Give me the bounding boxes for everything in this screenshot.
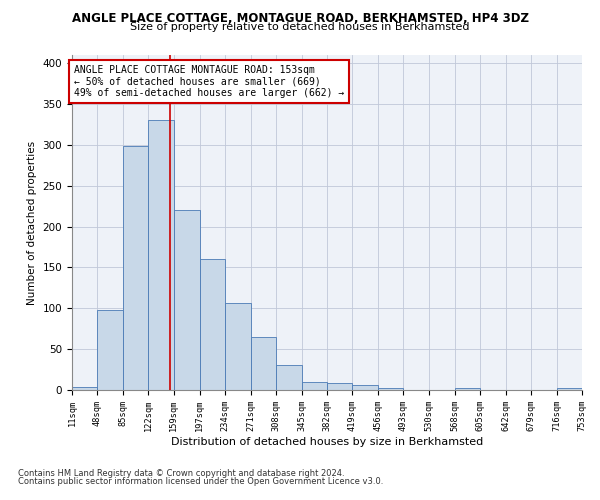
Bar [148, 120, 174, 390]
Bar [72, 386, 97, 390]
Bar [352, 385, 378, 390]
Text: Contains HM Land Registry data © Crown copyright and database right 2024.: Contains HM Land Registry data © Crown c… [18, 468, 344, 477]
Bar [276, 364, 302, 390]
Bar [200, 260, 225, 390]
Bar [455, 388, 480, 390]
Bar [327, 382, 352, 390]
Bar [225, 304, 251, 390]
Bar [97, 310, 123, 390]
Text: ANGLE PLACE COTTAGE MONTAGUE ROAD: 153sqm
← 50% of detached houses are smaller (: ANGLE PLACE COTTAGE MONTAGUE ROAD: 153sq… [74, 65, 344, 98]
Text: Contains public sector information licensed under the Open Government Licence v3: Contains public sector information licen… [18, 477, 383, 486]
Bar [557, 388, 582, 390]
X-axis label: Distribution of detached houses by size in Berkhamsted: Distribution of detached houses by size … [171, 437, 483, 447]
Bar [174, 210, 200, 390]
Bar [302, 382, 327, 390]
Bar [378, 388, 403, 390]
Y-axis label: Number of detached properties: Number of detached properties [27, 140, 37, 304]
Text: Size of property relative to detached houses in Berkhamsted: Size of property relative to detached ho… [130, 22, 470, 32]
Bar [123, 146, 148, 390]
Bar [251, 337, 276, 390]
Text: ANGLE PLACE COTTAGE, MONTAGUE ROAD, BERKHAMSTED, HP4 3DZ: ANGLE PLACE COTTAGE, MONTAGUE ROAD, BERK… [71, 12, 529, 26]
